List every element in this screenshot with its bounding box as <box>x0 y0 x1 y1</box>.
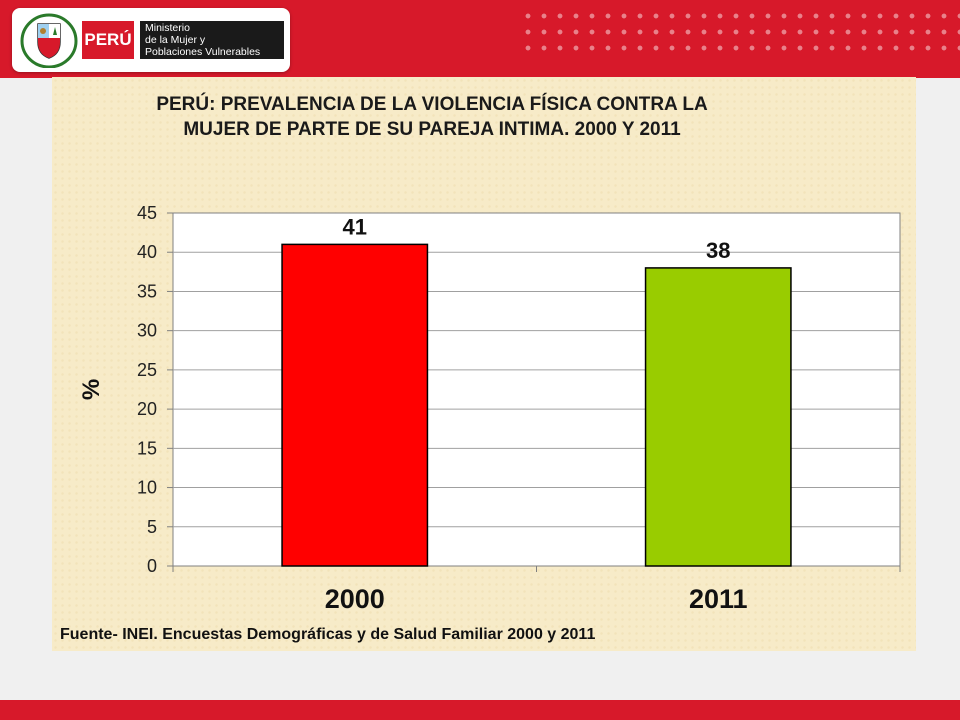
y-tick-label: 40 <box>137 242 157 262</box>
y-tick-label: 20 <box>137 399 157 419</box>
y-tick-label: 35 <box>137 281 157 301</box>
y-tick-label: 45 <box>137 203 157 223</box>
bar-2000 <box>281 243 429 567</box>
x-tick-label-2000: 2000 <box>325 584 385 614</box>
ministry-line-1: Ministerio <box>145 22 190 34</box>
ministry-name: Ministerio de la Mujer y Poblaciones Vul… <box>140 21 284 59</box>
y-tick-label: 25 <box>137 360 157 380</box>
bar-2011 <box>644 267 792 567</box>
coat-of-arms-icon <box>20 13 78 68</box>
chart-panel: PERÚ: PREVALENCIA DE LA VIOLENCIA FÍSICA… <box>52 77 916 651</box>
decorative-dots <box>520 8 960 56</box>
footer-bar <box>0 700 960 720</box>
chart-source: Fuente- INEI. Encuestas Demográficas y d… <box>60 626 596 643</box>
y-tick-label: 10 <box>137 478 157 498</box>
x-tick-label-2011: 2011 <box>689 584 748 614</box>
y-tick-label: 15 <box>137 438 157 458</box>
y-tick-label: 0 <box>147 556 157 576</box>
chart-title: PERÚ: PREVALENCIA DE LA VIOLENCIA FÍSICA… <box>156 94 708 140</box>
ministry-line-2: de la Mujer y <box>145 34 206 46</box>
data-label-2011: 38 <box>706 238 730 263</box>
header-bar: PERÚ Ministerio de la Mujer y Poblacione… <box>0 0 960 78</box>
peru-label: PERÚ <box>82 21 134 59</box>
data-label-2000: 41 <box>343 214 367 239</box>
y-tick-label: 30 <box>137 321 157 341</box>
bar-chart: 0 5 10 15 20 25 30 35 40 45% 41 2000 38 2011 <box>78 203 901 614</box>
y-tick-label: 5 <box>147 517 157 537</box>
y-axis-label: % <box>78 379 105 400</box>
ministry-line-3: Poblaciones Vulnerables <box>145 46 261 58</box>
ministry-logo[interactable]: PERÚ Ministerio de la Mujer y Poblacione… <box>12 8 290 72</box>
